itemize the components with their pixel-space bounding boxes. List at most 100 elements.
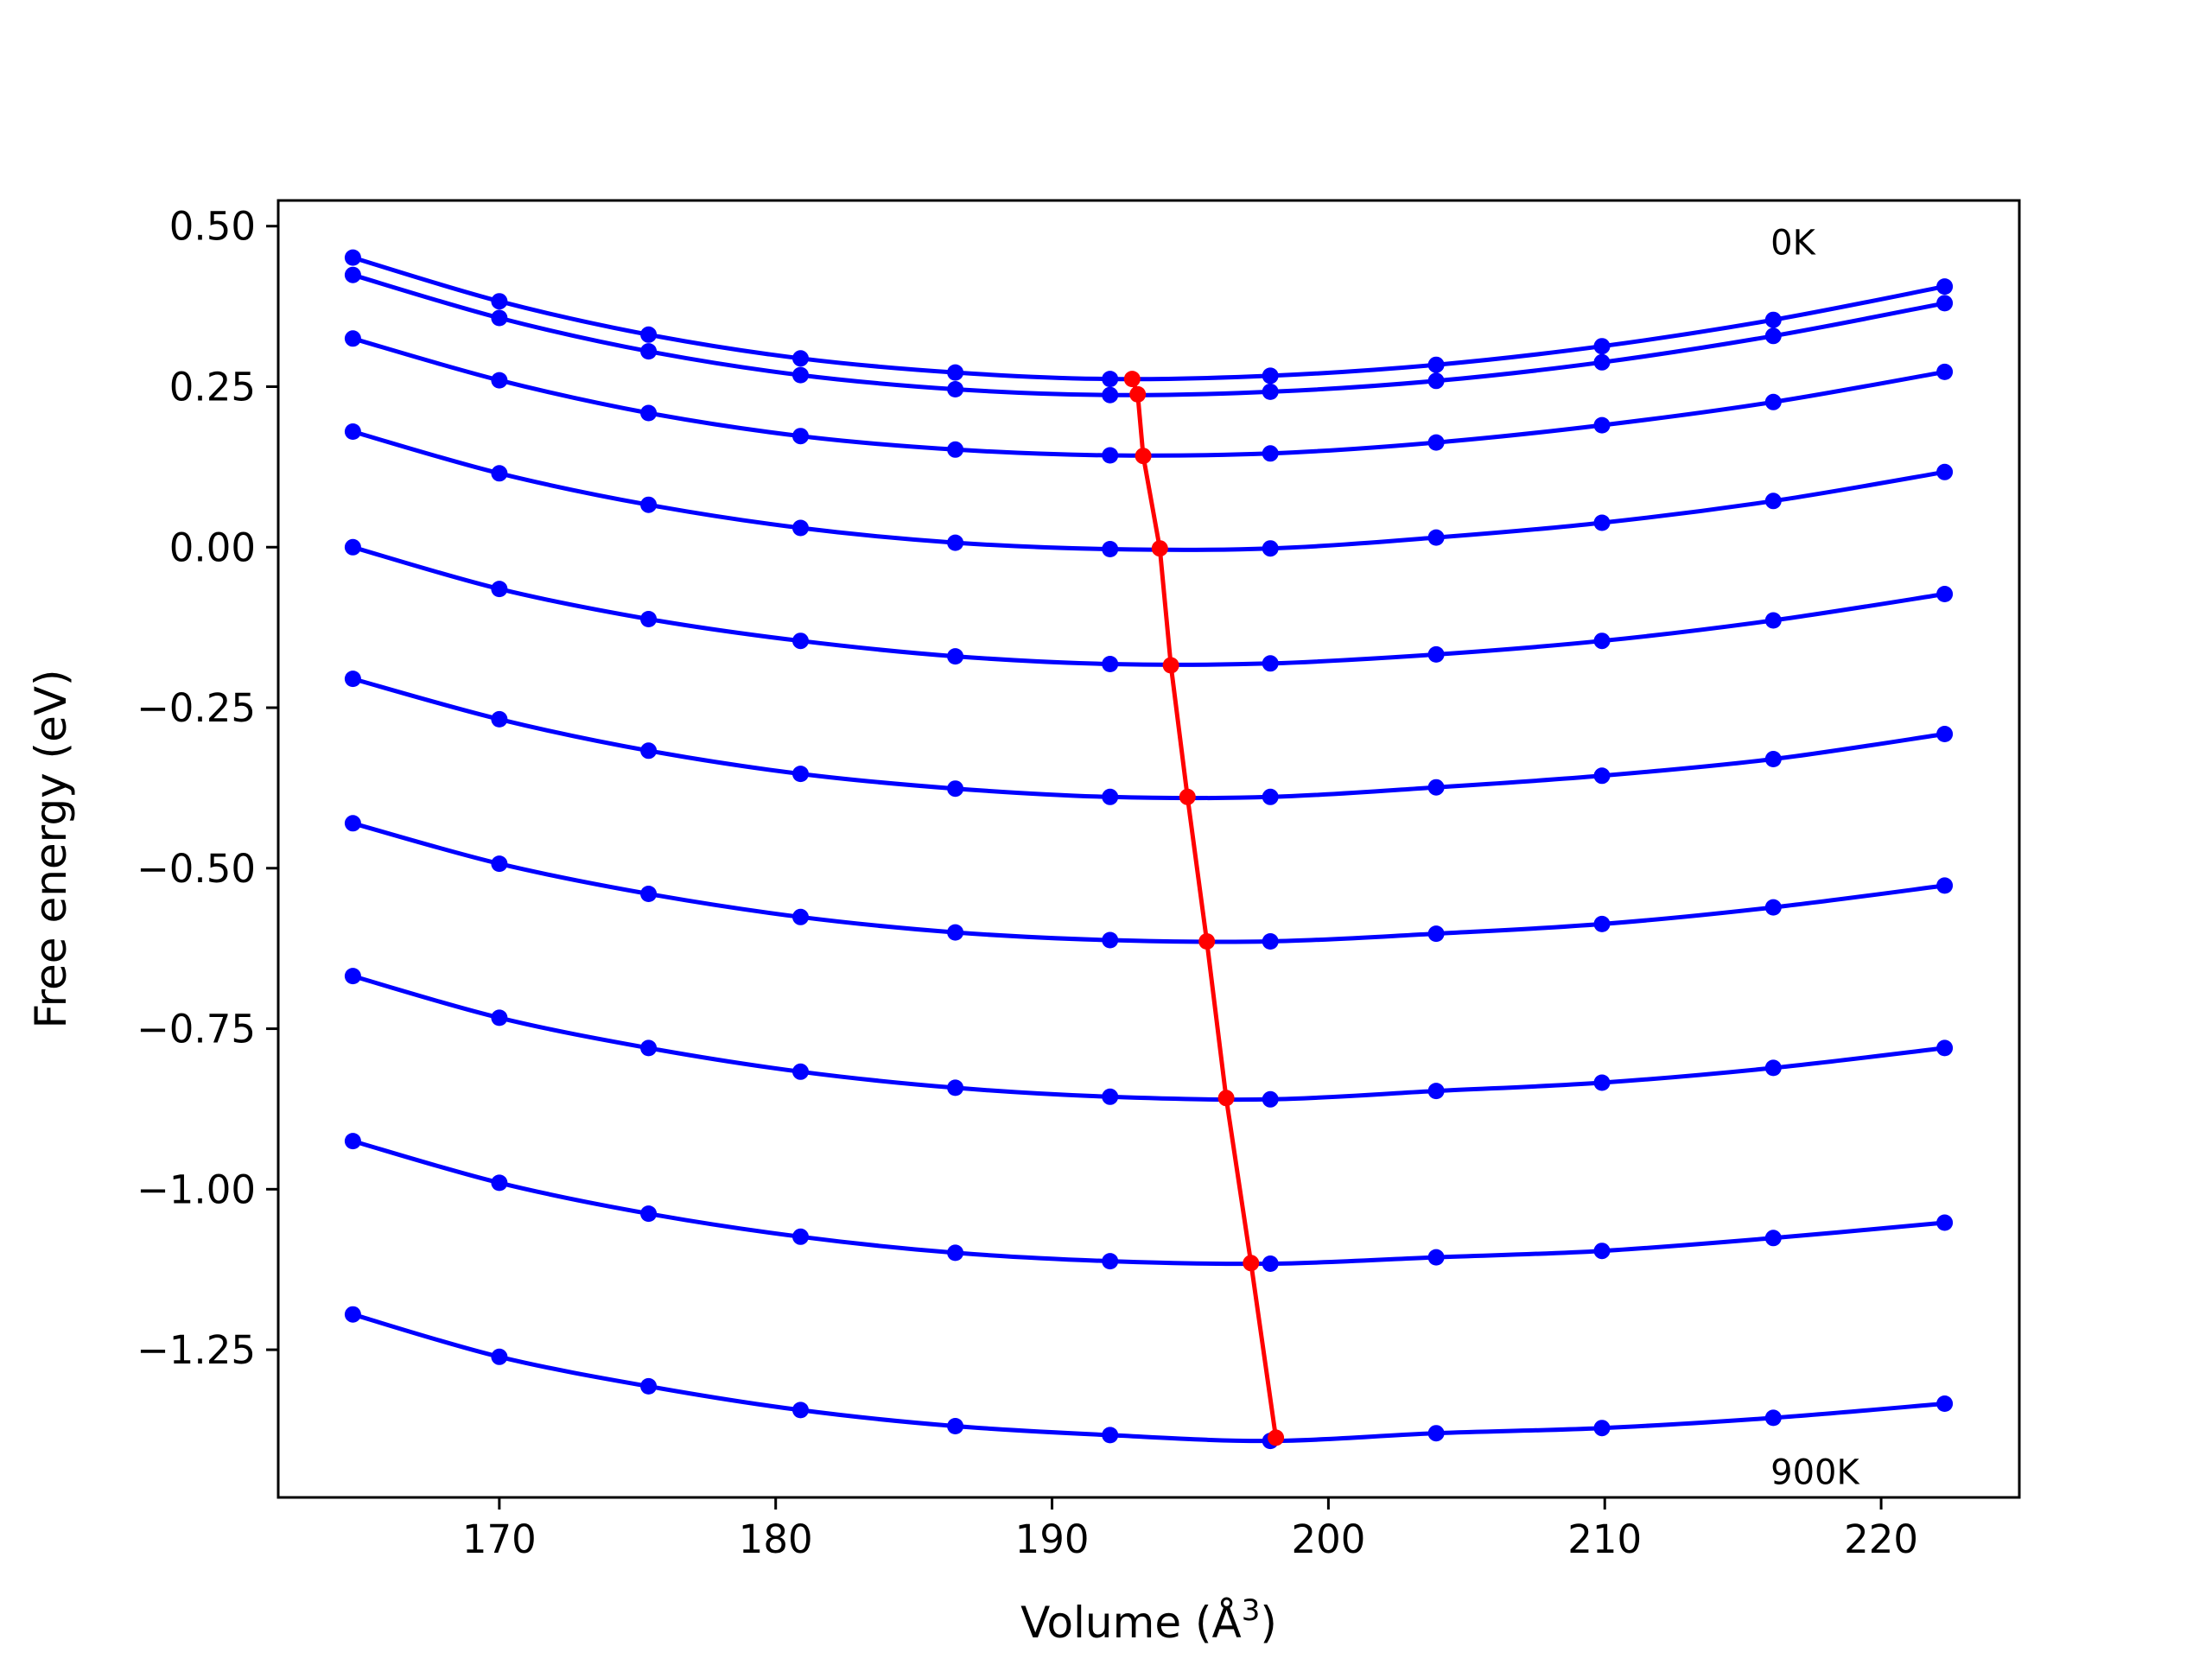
- data-point: [947, 1079, 964, 1096]
- y-tick-label: −0.75: [137, 1007, 256, 1052]
- data-point: [1593, 353, 1611, 371]
- data-point: [1427, 372, 1445, 390]
- data-point: [1262, 655, 1279, 672]
- minimum-point: [1243, 1255, 1260, 1272]
- data-point: [1102, 1253, 1119, 1270]
- x-axis-label-close: ): [1260, 1598, 1277, 1648]
- data-point: [640, 343, 658, 360]
- data-point: [640, 1377, 658, 1395]
- data-point: [1764, 493, 1782, 510]
- data-point: [1936, 877, 1954, 894]
- data-point: [1764, 899, 1782, 916]
- data-point: [1593, 915, 1611, 932]
- data-point: [792, 1228, 809, 1245]
- data-point: [1593, 632, 1611, 650]
- annotation-900k: 900K: [1770, 1452, 1860, 1492]
- axes-frame: [276, 199, 2021, 1499]
- data-point: [344, 249, 361, 266]
- data-point: [1102, 931, 1119, 949]
- x-axis-label-text: Volume (: [1020, 1598, 1211, 1648]
- data-point: [1427, 925, 1445, 943]
- minimum-point: [1135, 448, 1152, 465]
- data-point: [1102, 447, 1119, 464]
- data-point: [491, 1174, 508, 1192]
- minimum-point: [1268, 1429, 1285, 1446]
- minimum-point: [1129, 385, 1147, 403]
- data-point: [1593, 1420, 1611, 1437]
- free-energy-series: [344, 423, 1954, 557]
- data-point: [640, 326, 658, 343]
- data-point: [640, 496, 658, 513]
- data-point: [1936, 278, 1954, 296]
- data-point: [1427, 1425, 1445, 1442]
- minimum-point: [1123, 371, 1141, 388]
- minimum-volume-series: [1123, 371, 1285, 1446]
- data-point: [1102, 656, 1119, 672]
- data-point: [792, 428, 809, 445]
- data-point: [344, 671, 361, 688]
- data-point: [491, 1009, 508, 1027]
- minimum-point: [1217, 1090, 1235, 1107]
- data-point: [344, 266, 361, 283]
- data-point: [1764, 311, 1782, 328]
- data-point: [792, 908, 809, 925]
- x-tick-label: 180: [739, 1516, 813, 1562]
- data-point: [1936, 463, 1954, 480]
- free-energy-series: [344, 538, 1954, 672]
- minimum-point: [1179, 788, 1196, 805]
- data-point: [344, 1133, 361, 1150]
- x-axis-label-sup: 3: [1242, 1593, 1261, 1628]
- free-energy-series: [344, 815, 1954, 950]
- data-point: [491, 293, 508, 310]
- minimum-line: [1129, 378, 1279, 1439]
- free-energy-series: [344, 968, 1954, 1108]
- data-point: [1102, 1088, 1119, 1105]
- data-point: [1764, 1059, 1782, 1077]
- y-axis-label: Free energy (eV): [26, 669, 76, 1028]
- free-energy-series: [344, 1133, 1954, 1272]
- data-point: [1427, 1083, 1445, 1100]
- data-point: [640, 886, 658, 902]
- data-point: [1262, 1255, 1279, 1272]
- x-axis-ticks: 170 180 190 200 210 220: [462, 1497, 1918, 1562]
- data-point: [491, 855, 508, 873]
- x-axis-label: Volume (Å3): [1020, 1593, 1277, 1648]
- data-point: [1936, 1039, 1954, 1057]
- data-point: [1764, 1409, 1782, 1427]
- data-point: [1593, 416, 1611, 434]
- data-point: [344, 968, 361, 985]
- data-point: [640, 1205, 658, 1223]
- data-point: [1764, 393, 1782, 410]
- data-point: [1593, 338, 1611, 355]
- data-point: [792, 1063, 809, 1080]
- data-point: [947, 364, 964, 381]
- free-energy-series: [344, 671, 1954, 805]
- data-point: [1102, 1427, 1119, 1444]
- data-point: [1936, 586, 1954, 602]
- data-point: [1593, 1074, 1611, 1091]
- data-point: [344, 1306, 361, 1323]
- data-point: [491, 309, 508, 327]
- data-point: [1593, 767, 1611, 785]
- free-energy-series: [344, 1306, 1954, 1450]
- data-point: [1936, 363, 1954, 380]
- data-point: [1936, 1214, 1954, 1231]
- data-point: [947, 924, 964, 941]
- data-point: [1262, 445, 1279, 462]
- data-point: [640, 1039, 658, 1057]
- data-point: [640, 404, 658, 422]
- data-point: [491, 710, 508, 728]
- annotation-0k: 0K: [1770, 223, 1816, 263]
- data-point: [1427, 645, 1445, 663]
- data-point: [1936, 295, 1954, 312]
- data-point: [1427, 529, 1445, 546]
- data-point: [1102, 386, 1119, 404]
- data-point: [344, 330, 361, 347]
- data-point: [491, 372, 508, 389]
- x-tick-label: 170: [462, 1516, 537, 1562]
- data-point: [792, 519, 809, 537]
- data-point: [1262, 1090, 1279, 1108]
- data-point: [792, 632, 809, 650]
- data-point: [1102, 541, 1119, 557]
- y-tick-label: 0.25: [169, 364, 256, 410]
